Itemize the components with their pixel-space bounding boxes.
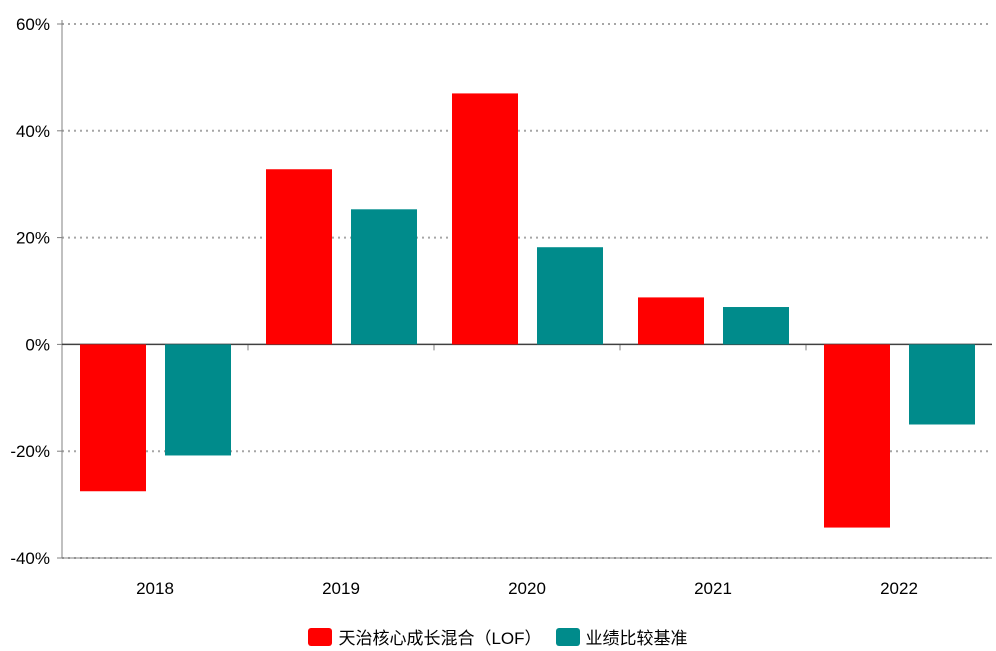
- bar-chart: 60% 40% 20% 0% -20% -40% 2018 2019 2020 2021 2022: [10, 15, 992, 598]
- bar: [723, 307, 789, 345]
- bar: [909, 344, 975, 425]
- legend-label: 业绩比较基准: [585, 629, 688, 648]
- y-tick-label: 0%: [25, 335, 50, 354]
- legend-swatch: [308, 627, 333, 646]
- bar: [351, 209, 417, 345]
- x-tick-label: 2020: [508, 579, 546, 598]
- tick-labels: 60% 40% 20% 0% -20% -40% 2018 2019 2020 2021 2022: [10, 15, 918, 598]
- y-tick-label: 20%: [16, 229, 50, 248]
- y-tick-label: -20%: [10, 442, 50, 461]
- x-tick-label: 2018: [136, 579, 174, 598]
- legend-swatch: [555, 627, 580, 646]
- bar: [537, 247, 603, 345]
- y-tick-label: 60%: [16, 15, 50, 34]
- x-tick-label: 2021: [694, 579, 732, 598]
- y-tick-label: -40%: [10, 549, 50, 568]
- bars: [80, 93, 975, 528]
- legend-label: 天治核心成长混合（LOF）: [338, 629, 542, 648]
- legend-item: 业绩比较基准: [555, 624, 688, 649]
- bar: [452, 93, 518, 345]
- bar: [80, 344, 146, 492]
- y-tick-label: 40%: [16, 122, 50, 141]
- legend: 天治核心成长混合（LOF） 业绩比较基准: [0, 624, 996, 649]
- bar: [638, 297, 704, 345]
- bar: [165, 344, 231, 456]
- x-tick-label: 2019: [322, 579, 360, 598]
- x-tick-label: 2022: [880, 579, 918, 598]
- legend-item: 天治核心成长混合（LOF）: [308, 624, 542, 649]
- bar: [824, 344, 890, 528]
- bar: [266, 169, 332, 345]
